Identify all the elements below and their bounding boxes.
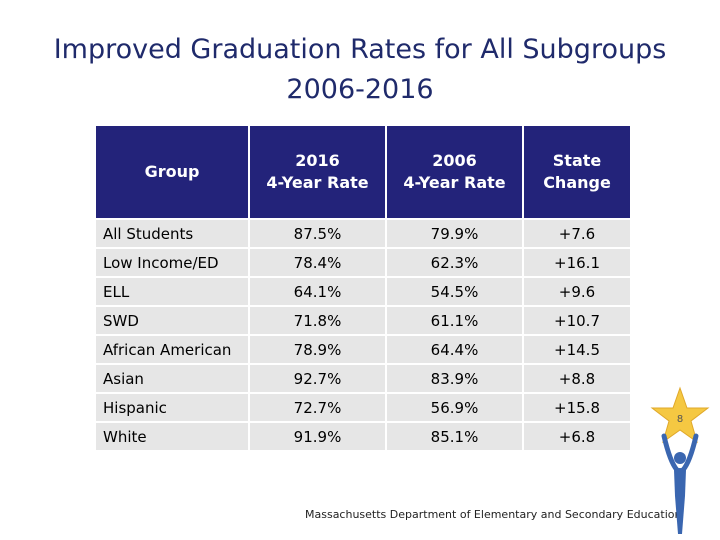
cell-state-change: +14.5 — [522, 334, 630, 364]
cell-2006-rate: 61.1% — [385, 305, 523, 335]
table-row: SWD 71.8% 61.1% +10.7 — [96, 305, 630, 335]
table-row: Low Income/ED 78.4% 62.3% +16.1 — [96, 247, 630, 277]
table-row: Hispanic 72.7% 56.9% +15.8 — [96, 392, 630, 422]
header-2006-line2: 4-Year Rate — [403, 173, 506, 192]
header-group-label: Group — [144, 162, 200, 181]
star-shape — [650, 386, 710, 444]
cell-group: Low Income/ED — [96, 247, 249, 277]
cell-2016-rate: 72.7% — [248, 392, 386, 422]
cell-state-change: +15.8 — [522, 392, 630, 422]
header-change-line2: Change — [543, 173, 611, 192]
cell-state-change: +9.6 — [522, 276, 630, 306]
cell-2016-rate: 71.8% — [248, 305, 386, 335]
cell-group: SWD — [96, 305, 249, 335]
header-2006-line1: 2006 — [432, 151, 477, 170]
table-row: ELL 64.1% 54.5% +9.6 — [96, 276, 630, 306]
cell-state-change: +10.7 — [522, 305, 630, 335]
cell-2006-rate: 62.3% — [385, 247, 523, 277]
table-row: African American 78.9% 64.4% +14.5 — [96, 334, 630, 364]
title-line-1: Improved Graduation Rates for All Subgro… — [53, 34, 667, 65]
cell-state-change: +8.8 — [522, 363, 630, 393]
cell-2016-rate: 92.7% — [248, 363, 386, 393]
figure-arms — [661, 433, 699, 473]
cell-state-change: +7.6 — [522, 218, 630, 248]
header-state-change: State Change — [522, 126, 630, 219]
table-row: Asian 92.7% 83.9% +8.8 — [96, 363, 630, 393]
table-row: White 91.9% 85.1% +6.8 — [96, 421, 630, 450]
figure-head — [674, 452, 686, 464]
table-row: All Students 87.5% 79.9% +7.6 — [96, 218, 630, 248]
cell-2006-rate: 56.9% — [385, 392, 523, 422]
footer-organization: Massachusetts Department of Elementary a… — [305, 508, 682, 521]
figure-body — [674, 468, 686, 534]
cell-2006-rate: 85.1% — [385, 421, 523, 450]
cell-group: Hispanic — [96, 392, 249, 422]
cell-2016-rate: 78.4% — [248, 247, 386, 277]
cell-2016-rate: 87.5% — [248, 218, 386, 248]
cell-group: All Students — [96, 218, 249, 248]
cell-state-change: +6.8 — [522, 421, 630, 450]
page-title: Improved Graduation Rates for All Subgro… — [0, 30, 720, 110]
page-number: 8 — [677, 414, 683, 425]
star-figure-icon: 8 — [650, 386, 710, 534]
cell-group: African American — [96, 334, 249, 364]
header-2016-rate: 2016 4-Year Rate — [248, 126, 386, 219]
cell-2006-rate: 83.9% — [385, 363, 523, 393]
header-2016-line1: 2016 — [295, 151, 340, 170]
header-2006-rate: 2006 4-Year Rate — [385, 126, 523, 219]
title-line-2: 2006-2016 — [286, 74, 434, 105]
cell-2016-rate: 64.1% — [248, 276, 386, 306]
cell-group: Asian — [96, 363, 249, 393]
cell-2006-rate: 79.9% — [385, 218, 523, 248]
cell-group: ELL — [96, 276, 249, 306]
cell-group: White — [96, 421, 249, 450]
header-change-line1: State — [552, 151, 602, 170]
header-2016-line2: 4-Year Rate — [266, 173, 369, 192]
cell-2016-rate: 78.9% — [248, 334, 386, 364]
header-group: Group — [96, 126, 249, 219]
cell-2006-rate: 54.5% — [385, 276, 523, 306]
cell-2006-rate: 64.4% — [385, 334, 523, 364]
graduation-rates-table: Group 2016 4-Year Rate 2006 4-Year Rate … — [96, 126, 630, 450]
table-header-row: Group 2016 4-Year Rate 2006 4-Year Rate … — [96, 126, 630, 219]
cell-state-change: +16.1 — [522, 247, 630, 277]
cell-2016-rate: 91.9% — [248, 421, 386, 450]
